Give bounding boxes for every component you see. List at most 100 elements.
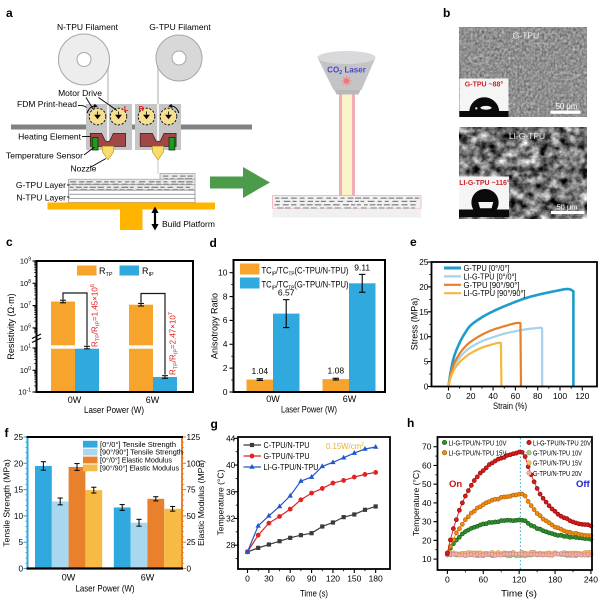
svg-text:0W: 0W bbox=[68, 395, 82, 405]
svg-text:Temperature (°C): Temperature (°C) bbox=[216, 469, 226, 535]
svg-text:8: 8 bbox=[223, 291, 228, 301]
svg-text:c: c bbox=[6, 235, 13, 249]
svg-text:30: 30 bbox=[264, 574, 274, 584]
svg-text:On: On bbox=[449, 479, 462, 490]
svg-text:2: 2 bbox=[223, 363, 228, 373]
svg-text:28: 28 bbox=[226, 541, 236, 550]
svg-text:60: 60 bbox=[422, 460, 432, 470]
svg-text:LI-G-TPU: LI-G-TPU bbox=[509, 131, 545, 141]
svg-text:107: 107 bbox=[20, 301, 31, 310]
svg-text:20: 20 bbox=[422, 535, 432, 545]
svg-text:9.11: 9.11 bbox=[354, 262, 370, 272]
svg-text:G-TPU/N-TPU 15V: G-TPU/N-TPU 15V bbox=[533, 459, 582, 468]
svg-text:FDM Print-head: FDM Print-head bbox=[17, 99, 77, 109]
svg-text:0W: 0W bbox=[266, 394, 280, 404]
svg-text:106: 106 bbox=[20, 323, 31, 332]
svg-text:[0°/0°] Elastic Modulus: [0°/0°] Elastic Modulus bbox=[100, 456, 172, 465]
svg-text:CO2 Laser: CO2 Laser bbox=[327, 66, 366, 77]
svg-text:[90°/90°] Elastic Modulus: [90°/90°] Elastic Modulus bbox=[100, 464, 179, 473]
svg-text:0: 0 bbox=[245, 574, 250, 584]
svg-text:G-TPU Filament: G-TPU Filament bbox=[149, 22, 211, 32]
svg-text:50 μm: 50 μm bbox=[556, 102, 578, 111]
svg-text:Anisotropy Ratio: Anisotropy Ratio bbox=[210, 293, 220, 359]
svg-text:RTP: RTP bbox=[99, 266, 113, 278]
svg-text:0: 0 bbox=[424, 383, 429, 392]
svg-text:C-TPU/N-TPU: C-TPU/N-TPU bbox=[264, 440, 310, 450]
svg-text:25: 25 bbox=[419, 258, 429, 267]
svg-text:75: 75 bbox=[187, 486, 197, 495]
svg-text:120: 120 bbox=[512, 575, 526, 585]
svg-text:Tensile Strength (MPa): Tensile Strength (MPa) bbox=[2, 459, 12, 547]
svg-text:120: 120 bbox=[575, 391, 589, 401]
svg-text:LI-G-TPU [0°/0°]: LI-G-TPU [0°/0°] bbox=[464, 271, 517, 281]
svg-text:6W: 6W bbox=[141, 573, 155, 583]
svg-text:50: 50 bbox=[187, 512, 197, 521]
svg-text:5: 5 bbox=[424, 358, 429, 367]
svg-text:180: 180 bbox=[369, 574, 383, 584]
svg-text:10: 10 bbox=[422, 554, 432, 564]
svg-text:f: f bbox=[5, 426, 10, 440]
svg-text:0.15W/cm2: 0.15W/cm2 bbox=[326, 441, 364, 451]
svg-text:G-TPU/N-TPU: G-TPU/N-TPU bbox=[264, 451, 310, 461]
svg-text:44: 44 bbox=[226, 434, 236, 443]
svg-text:100: 100 bbox=[187, 459, 201, 468]
svg-text:Build Platform: Build Platform bbox=[162, 219, 215, 229]
svg-text:[90°/90°] Tensile Strength: [90°/90°] Tensile Strength bbox=[100, 448, 183, 457]
svg-text:RTP/RIP=1.45×106: RTP/RIP=1.45×106 bbox=[90, 284, 101, 347]
svg-text:40: 40 bbox=[226, 461, 236, 470]
svg-text:120: 120 bbox=[326, 574, 340, 584]
svg-text:G-TPU/N-TPU 10V: G-TPU/N-TPU 10V bbox=[533, 449, 582, 458]
svg-text:109: 109 bbox=[20, 257, 31, 266]
svg-text:240: 240 bbox=[584, 575, 598, 585]
svg-text:101: 101 bbox=[20, 344, 31, 353]
svg-text:80: 80 bbox=[533, 391, 543, 401]
svg-text:Time (s): Time (s) bbox=[501, 589, 537, 599]
svg-text:10: 10 bbox=[218, 268, 228, 278]
svg-text:G-TPU ~88°: G-TPU ~88° bbox=[465, 81, 504, 89]
svg-text:0: 0 bbox=[18, 565, 23, 574]
svg-text:15: 15 bbox=[419, 308, 429, 317]
svg-text:e: e bbox=[410, 235, 417, 249]
svg-text:5: 5 bbox=[18, 538, 23, 547]
svg-text:Motor Drive: Motor Drive bbox=[58, 88, 102, 98]
svg-text:0: 0 bbox=[446, 391, 451, 401]
svg-text:Nozzle: Nozzle bbox=[71, 164, 97, 174]
svg-text:TCIP/TCTP(G-TPU/N-TPU): TCIP/TCTP(G-TPU/N-TPU) bbox=[262, 280, 349, 292]
svg-text:N-TPU Filament: N-TPU Filament bbox=[57, 22, 119, 32]
svg-text:LI-G-TPU/N-TPU 20V: LI-G-TPU/N-TPU 20V bbox=[533, 438, 591, 447]
svg-text:0: 0 bbox=[187, 565, 192, 574]
svg-text:Temperature (°C): Temperature (°C) bbox=[411, 470, 421, 536]
svg-text:60: 60 bbox=[511, 391, 521, 401]
svg-text:30: 30 bbox=[422, 517, 432, 527]
svg-text:32: 32 bbox=[226, 514, 236, 523]
svg-text:40: 40 bbox=[488, 391, 498, 401]
svg-text:180: 180 bbox=[548, 575, 562, 585]
svg-text:25: 25 bbox=[187, 538, 197, 547]
svg-text:RIP: RIP bbox=[142, 266, 154, 278]
svg-text:6: 6 bbox=[223, 315, 228, 325]
svg-text:100: 100 bbox=[20, 366, 31, 375]
svg-text:G-TPU Layer: G-TPU Layer bbox=[16, 180, 66, 190]
svg-text:0W: 0W bbox=[62, 573, 76, 583]
svg-text:108: 108 bbox=[20, 279, 31, 288]
svg-text:36: 36 bbox=[226, 488, 236, 497]
svg-text:6W: 6W bbox=[146, 395, 160, 405]
svg-text:150: 150 bbox=[347, 574, 361, 584]
svg-text:d: d bbox=[210, 236, 217, 250]
svg-text:G-TPU [90°/90°]: G-TPU [90°/90°] bbox=[464, 280, 520, 290]
svg-text:LI-G-TPU/N-TPU 10V: LI-G-TPU/N-TPU 10V bbox=[449, 438, 507, 447]
svg-text:6W: 6W bbox=[343, 394, 357, 404]
svg-text:Stress (MPa): Stress (MPa) bbox=[410, 298, 420, 351]
svg-text:G-TPU/N-TPU 20V: G-TPU/N-TPU 20V bbox=[533, 469, 582, 478]
svg-text:Strain (%): Strain (%) bbox=[493, 401, 527, 412]
svg-text:20: 20 bbox=[419, 283, 429, 292]
svg-text:R: R bbox=[139, 104, 145, 113]
svg-text:Resistivity (Ω·m): Resistivity (Ω·m) bbox=[6, 293, 16, 359]
svg-text:15: 15 bbox=[14, 486, 24, 495]
svg-text:60: 60 bbox=[285, 574, 295, 584]
svg-text:20: 20 bbox=[466, 391, 476, 401]
svg-text:LI-G-TPU ~116°: LI-G-TPU ~116° bbox=[459, 179, 510, 187]
svg-text:50 μm: 50 μm bbox=[557, 203, 578, 212]
svg-text:LI-G-TPU/N-TPU: LI-G-TPU/N-TPU bbox=[264, 462, 319, 472]
svg-text:4: 4 bbox=[223, 339, 228, 349]
